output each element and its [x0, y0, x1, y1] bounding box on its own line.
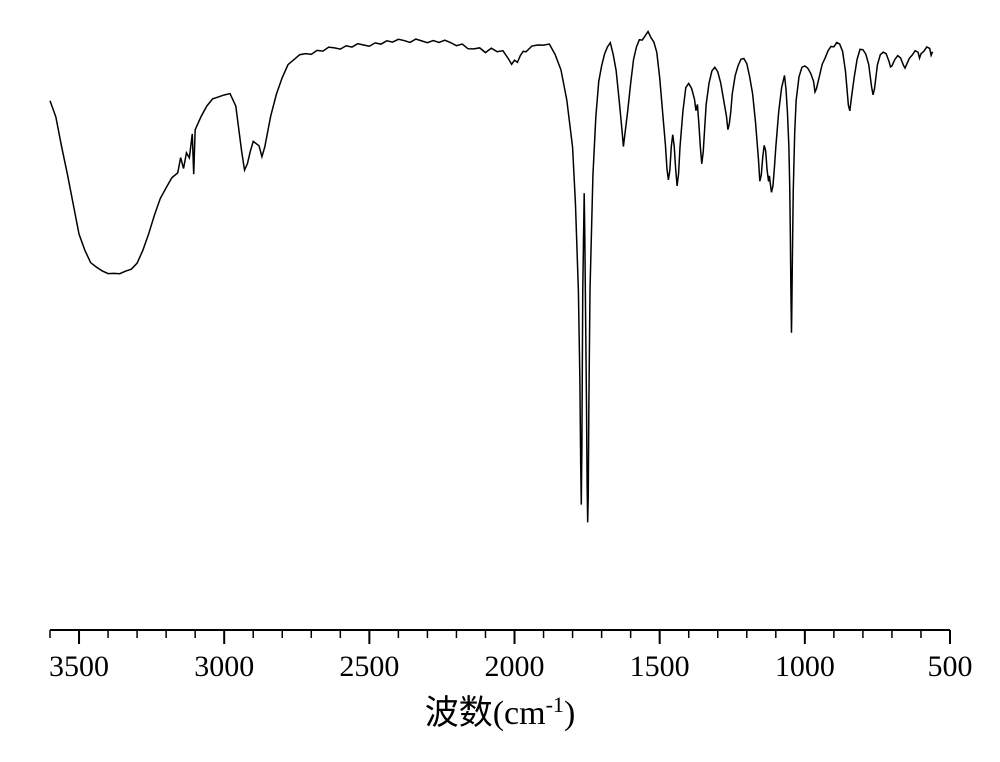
spectrum-trace: [50, 32, 933, 523]
x-tick-label: 2500: [339, 650, 399, 683]
x-tick-label: 2000: [485, 650, 545, 683]
x-tick-label: 3500: [49, 650, 109, 683]
x-tick-label: 1000: [775, 650, 835, 683]
chart-svg: 3500 3000 2500 2000 1500 1000 500 波数(cm-1): [0, 0, 1000, 762]
x-tick-label: 500: [928, 650, 973, 683]
x-tick-label: 1500: [630, 650, 690, 683]
x-axis-label: 波数(cm-1): [425, 692, 576, 733]
ir-spectrum-chart: 3500 3000 2500 2000 1500 1000 500 波数(cm-1): [0, 0, 1000, 762]
x-tick-label: 3000: [194, 650, 254, 683]
